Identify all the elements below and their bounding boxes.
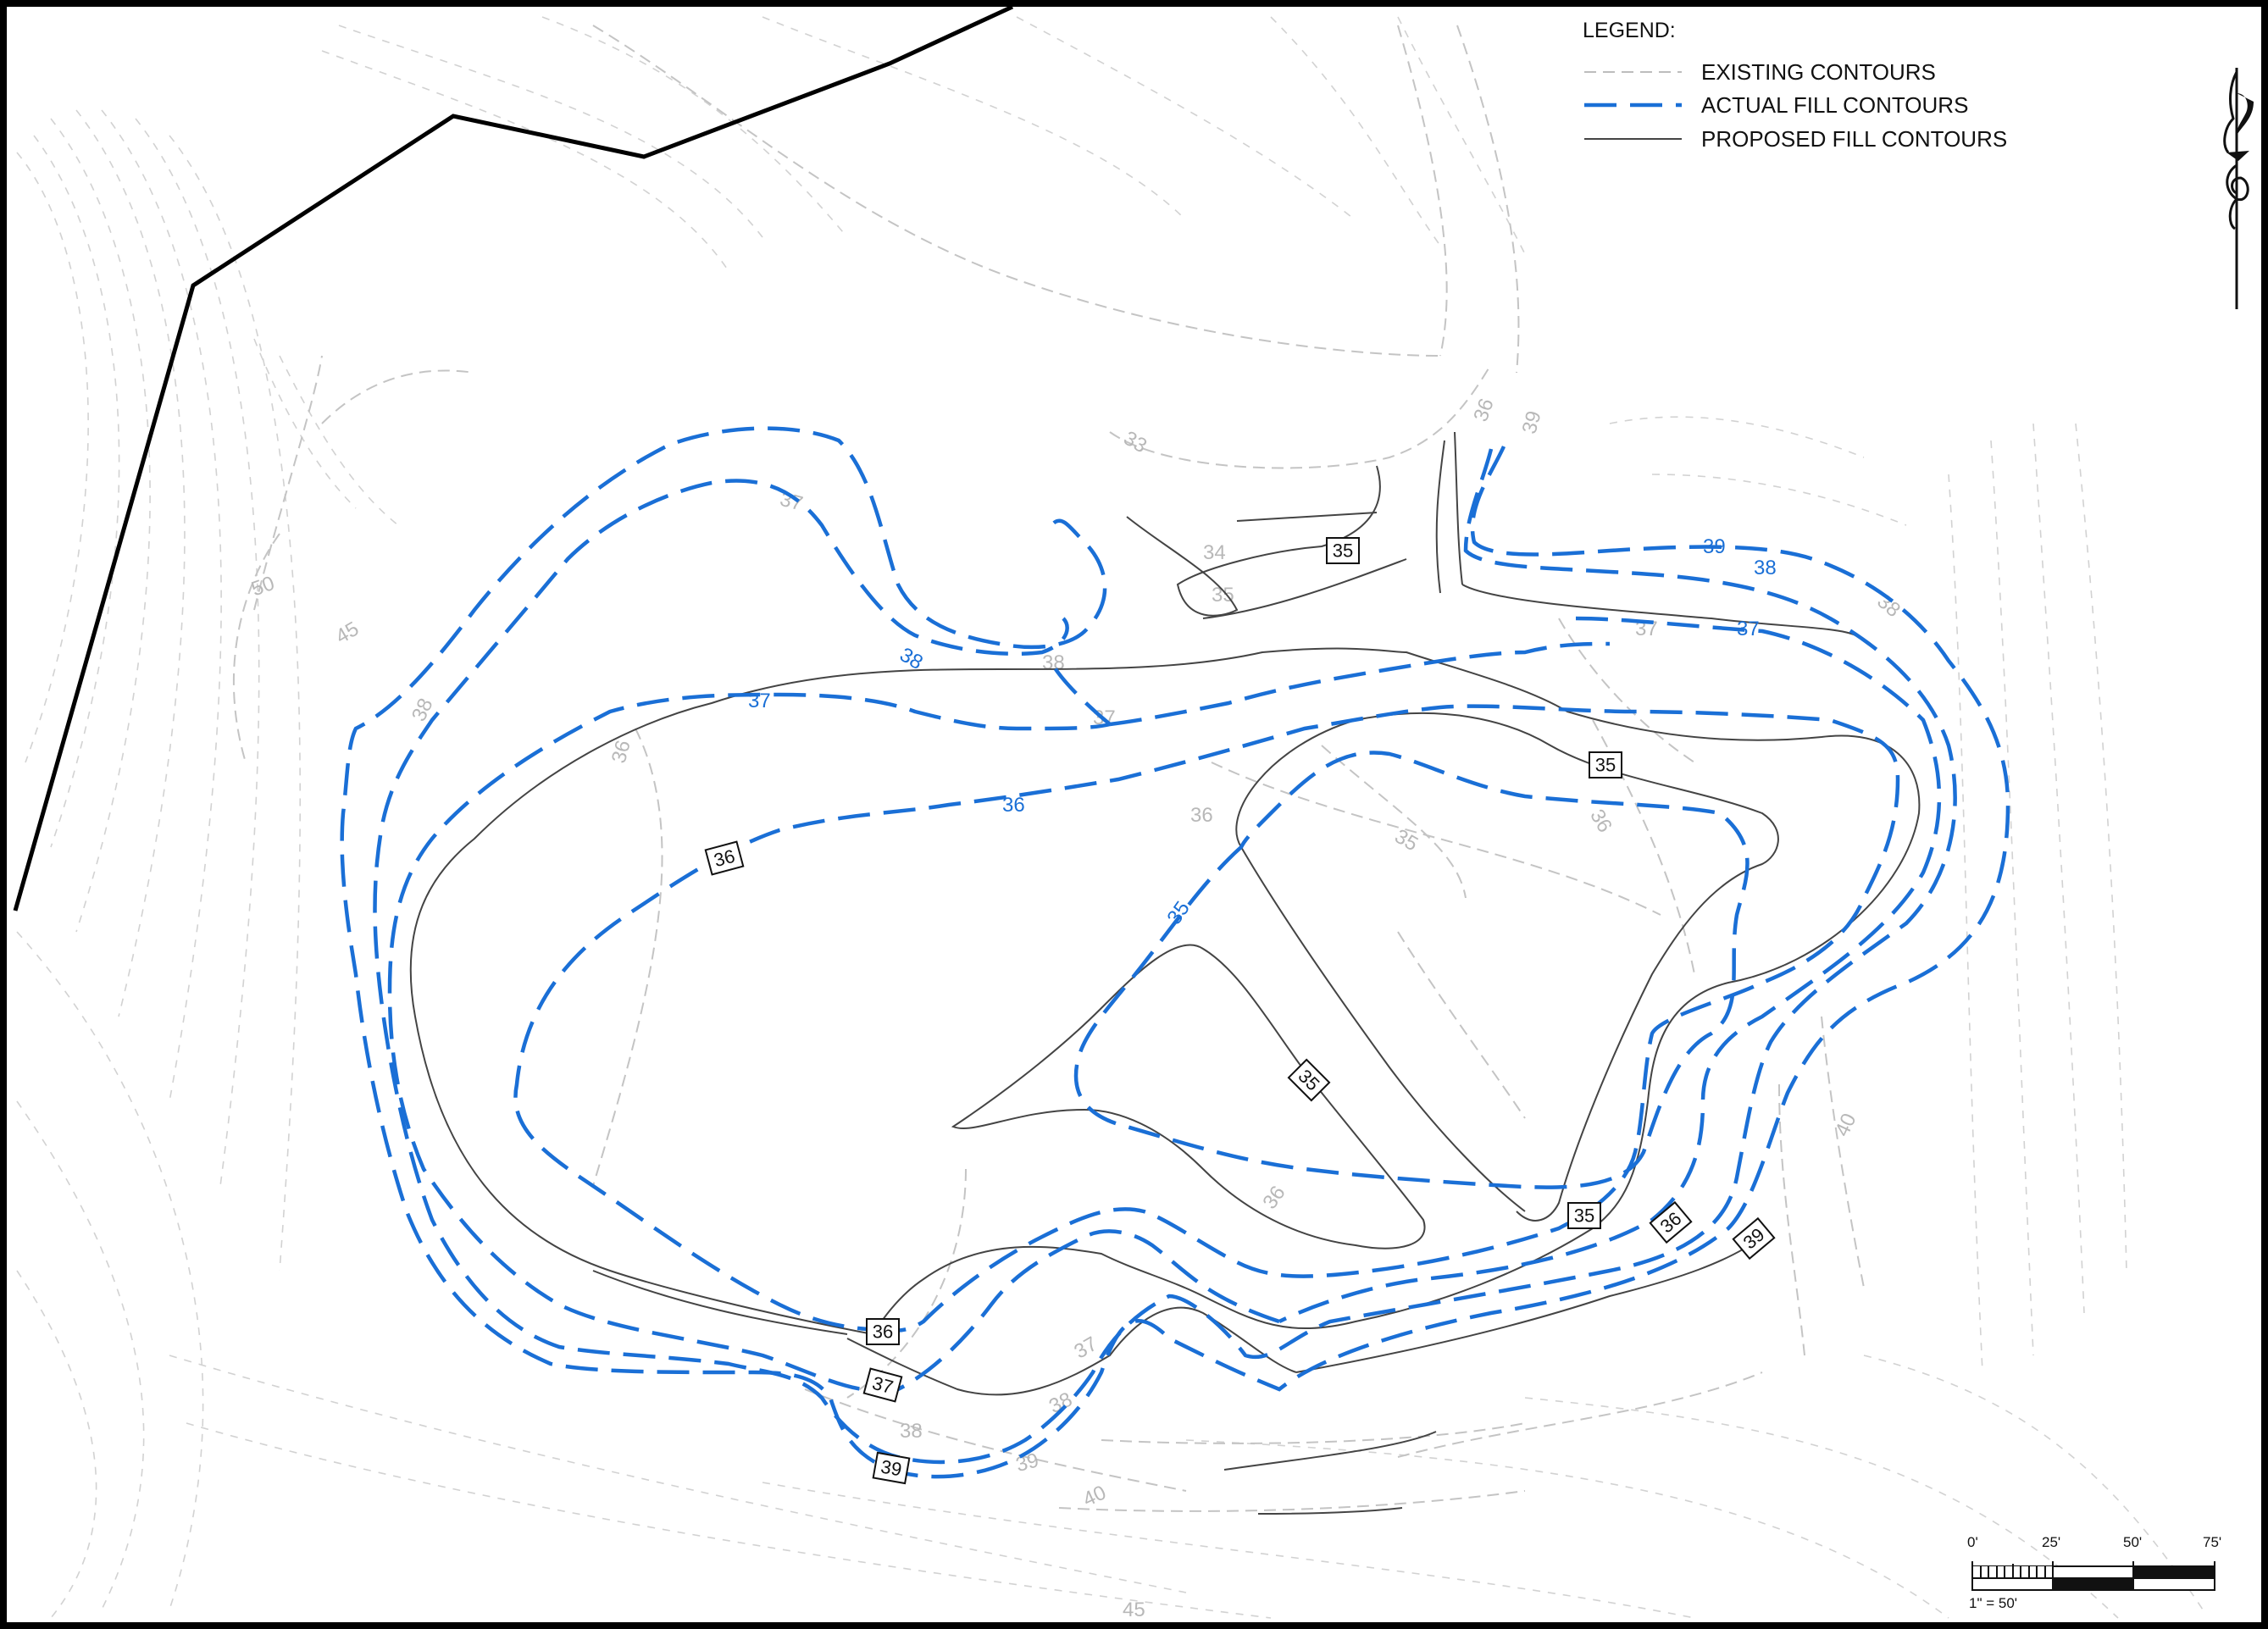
svg-text:39: 39 bbox=[879, 1456, 903, 1481]
actual-contour-37 bbox=[1278, 616, 1942, 1324]
proposed-tag-35a: 35 bbox=[1326, 537, 1360, 564]
existing-label-40: 40 bbox=[1079, 1481, 1110, 1511]
existing-label-40b: 40 bbox=[1831, 1110, 1861, 1140]
existing-label-38b: 38 bbox=[1872, 590, 1905, 622]
proposed-tag-36c: 36 bbox=[1649, 1200, 1693, 1244]
actual-contour-38 bbox=[373, 448, 1957, 1465]
existing-label-36c: 36 bbox=[1585, 806, 1616, 837]
proposed-tag-39a: 39 bbox=[872, 1451, 911, 1485]
existing-label-36: 36 bbox=[1469, 396, 1499, 424]
actual-label-37b: 37 bbox=[748, 690, 771, 712]
existing-label-45: 45 bbox=[332, 618, 363, 649]
svg-text:35: 35 bbox=[1333, 540, 1353, 562]
existing-label-35: 35 bbox=[1212, 584, 1234, 607]
legend: LEGEND: EXISTING CONTOURS ACTUAL FILL CO… bbox=[1583, 19, 2007, 152]
existing-label-36b: 36 bbox=[1190, 804, 1213, 827]
existing-contour-hatching bbox=[16, 16, 2204, 1619]
existing-contours bbox=[232, 25, 1865, 1512]
svg-text:35: 35 bbox=[1574, 1205, 1594, 1227]
proposed-tag-37: 37 bbox=[862, 1367, 903, 1403]
actual-label-38: 38 bbox=[1754, 557, 1777, 579]
scale-tick-25: 25' bbox=[2042, 1534, 2060, 1550]
svg-text:35: 35 bbox=[1595, 755, 1616, 776]
scale-tick-0: 0' bbox=[1967, 1534, 1978, 1550]
actual-label-36: 36 bbox=[1002, 794, 1025, 817]
existing-label-33: 33 bbox=[1120, 427, 1151, 458]
existing-label-45b: 45 bbox=[1123, 1599, 1145, 1621]
existing-label-38e: 38 bbox=[900, 1420, 923, 1443]
north-arrow-icon bbox=[2223, 68, 2254, 309]
actual-label-39: 39 bbox=[1703, 535, 1726, 558]
scale-tick-50: 50' bbox=[2123, 1534, 2142, 1550]
scale-tick-75: 75' bbox=[2203, 1534, 2221, 1550]
scale-ratio: 1" = 50' bbox=[1969, 1595, 2017, 1611]
scale-bar: 0' 25' 50' 75' 1" = 50' bbox=[1967, 1534, 2221, 1611]
legend-proposed-label: PROPOSED FILL CONTOURS bbox=[1701, 126, 2007, 152]
proposed-contour-tags: 35 35 35 35 36 36 36 37 39 39 bbox=[704, 537, 1776, 1485]
legend-actual-label: ACTUAL FILL CONTOURS bbox=[1701, 92, 1968, 118]
actual-contour-36 bbox=[513, 704, 1900, 1333]
existing-label-36d: 36 bbox=[607, 738, 635, 766]
existing-label-37d: 37 bbox=[1070, 1333, 1101, 1364]
actual-fill-contours bbox=[340, 426, 2010, 1479]
proposed-tag-36b: 36 bbox=[866, 1318, 900, 1345]
legend-title: LEGEND: bbox=[1583, 19, 1676, 42]
existing-contour-labels: 33 34 35 36 39 37 38 37 36 35 36 37 38 3… bbox=[248, 396, 1905, 1621]
property-boundary-line bbox=[13, 4, 1014, 911]
existing-label-34: 34 bbox=[1203, 541, 1226, 564]
existing-label-38: 38 bbox=[1042, 651, 1065, 674]
proposed-tag-36a: 36 bbox=[704, 840, 745, 876]
proposed-tag-35d: 35 bbox=[1567, 1202, 1601, 1229]
existing-label-35b: 35 bbox=[1391, 825, 1422, 856]
actual-label-37: 37 bbox=[1737, 618, 1760, 640]
proposed-tag-39b: 39 bbox=[1732, 1216, 1776, 1261]
actual-contour-39 bbox=[340, 426, 2010, 1479]
proposed-fill-contours bbox=[409, 431, 1921, 1515]
proposed-tag-35b: 35 bbox=[1589, 751, 1622, 778]
actual-contour-35 bbox=[1073, 751, 1750, 1189]
existing-label-39: 39 bbox=[1518, 408, 1546, 436]
svg-text:36: 36 bbox=[873, 1321, 893, 1343]
existing-label-36e: 36 bbox=[1258, 1182, 1289, 1213]
legend-existing-label: EXISTING CONTOURS bbox=[1701, 59, 1936, 85]
existing-label-50: 50 bbox=[248, 572, 277, 601]
